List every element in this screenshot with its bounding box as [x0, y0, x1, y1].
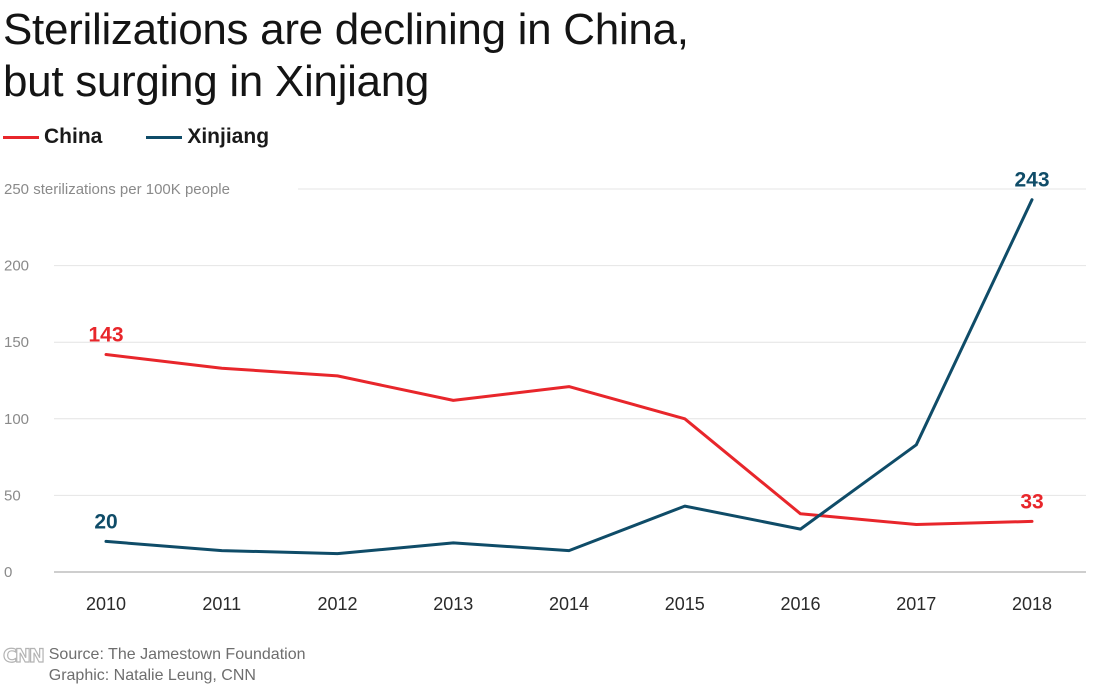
legend-item-xinjiang: Xinjiang	[146, 125, 269, 149]
y-tick-label: 100	[4, 411, 29, 428]
x-tick-label: 2011	[202, 594, 241, 614]
x-tick-label: 2016	[780, 594, 820, 614]
x-tick-label: 2012	[317, 594, 357, 614]
x-tick-label: 2010	[86, 594, 126, 614]
y-tick-label: 50	[4, 487, 21, 504]
legend-label-xinjiang: Xinjiang	[187, 125, 270, 148]
title-line-1: Sterilizations are declining in China,	[3, 5, 689, 54]
x-tick-label: 2015	[665, 594, 705, 614]
legend-swatch-xinjiang	[146, 135, 183, 139]
data-label-xinjiang: 20	[94, 510, 117, 533]
x-tick-label: 2014	[549, 594, 589, 614]
y-tick-label: 0	[4, 564, 12, 581]
y-tick-label: 200	[4, 258, 29, 275]
chart-title: Sterilizations are declining in China, b…	[3, 4, 1003, 108]
y-tick-label: 250 sterilizations per 100K people	[4, 181, 230, 198]
cnn-logo: CNN	[2, 644, 45, 667]
series-line-china	[104, 353, 1034, 526]
data-label-xinjiang: 243	[1014, 169, 1049, 192]
data-label-china: 143	[88, 323, 123, 346]
credit-text: Graphic: Natalie Leung, CNN	[48, 667, 256, 684]
series-line-xinjiang	[104, 198, 1034, 556]
y-tick-label: 150	[4, 334, 29, 351]
legend-label-china: China	[44, 125, 103, 148]
legend: China Xinjiang	[3, 123, 269, 151]
legend-swatch-china	[3, 135, 39, 139]
x-tick-label: 2017	[896, 594, 936, 614]
title-line-2: but surging in Xinjiang	[3, 57, 430, 106]
source-text: Source: The Jamestown Foundation	[48, 646, 306, 663]
x-tick-label: 2013	[433, 594, 473, 614]
footer: CNN Source: The Jamestown Foundation Gra…	[2, 644, 306, 686]
legend-item-china: China	[3, 125, 102, 149]
x-tick-label: 2018	[1012, 594, 1052, 614]
data-label-china: 33	[1020, 490, 1043, 513]
